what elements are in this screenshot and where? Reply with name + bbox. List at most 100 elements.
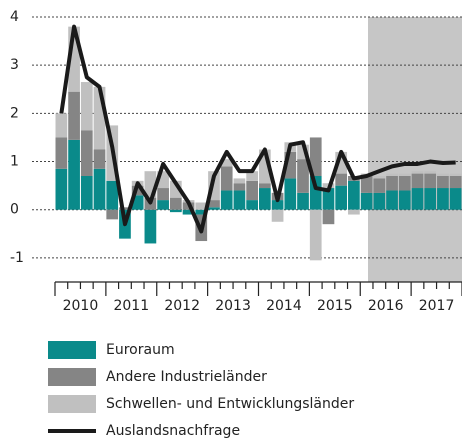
bar — [424, 173, 437, 189]
bar — [284, 151, 297, 179]
legend-swatch — [48, 341, 96, 359]
bar — [233, 190, 246, 210]
x-tick-label: 2011 — [113, 298, 149, 314]
bar — [157, 200, 169, 210]
bar — [360, 176, 373, 193]
bar — [144, 171, 157, 198]
bar — [284, 178, 297, 210]
bar — [373, 176, 386, 179]
bar — [335, 185, 348, 210]
x-tick-label: 2016 — [368, 298, 404, 314]
legend-swatch — [48, 368, 96, 386]
bar — [144, 209, 157, 244]
bar — [348, 180, 360, 210]
bar — [437, 176, 449, 189]
bar — [398, 173, 411, 176]
bar — [271, 209, 284, 222]
bar — [208, 207, 220, 210]
bar — [411, 171, 424, 174]
y-tick-label: 2 — [10, 105, 19, 121]
bar — [169, 197, 182, 210]
bar — [246, 200, 258, 210]
legend-label: Andere Industrieländer — [106, 369, 267, 385]
bar — [437, 173, 449, 176]
bar — [169, 209, 182, 213]
bar — [208, 171, 220, 201]
bar — [106, 180, 119, 210]
x-tick-label: 2017 — [419, 298, 455, 314]
bar — [259, 149, 271, 184]
bar — [259, 183, 271, 189]
bar — [360, 192, 373, 210]
bar — [106, 209, 119, 220]
y-tick-label: 3 — [10, 57, 19, 73]
bar — [131, 185, 144, 196]
x-tick-label: 2013 — [215, 298, 251, 314]
line — [59, 24, 456, 234]
bar — [55, 168, 68, 210]
bar — [233, 183, 246, 191]
bar — [386, 190, 398, 210]
x-tick-label: 2014 — [266, 298, 302, 314]
y-tick-label: 0 — [10, 202, 19, 218]
bar — [93, 86, 106, 150]
bar — [398, 176, 411, 191]
bar — [437, 188, 449, 210]
bar — [208, 200, 220, 208]
bar — [233, 178, 246, 184]
bar — [195, 202, 208, 210]
bar — [297, 144, 309, 160]
bar — [309, 209, 322, 261]
bar — [68, 139, 80, 210]
bar — [80, 82, 93, 131]
bar — [271, 200, 284, 210]
x-tick-label: 2012 — [164, 298, 200, 314]
bar — [259, 188, 271, 210]
bar — [195, 209, 208, 215]
bar — [119, 207, 131, 210]
bar — [335, 173, 348, 186]
bar — [309, 176, 322, 210]
bar — [386, 176, 398, 191]
bar — [297, 192, 309, 210]
bar — [449, 173, 462, 176]
bar — [411, 188, 424, 210]
bar — [93, 149, 106, 169]
bar — [80, 130, 93, 176]
bar — [424, 188, 437, 210]
bar — [411, 173, 424, 189]
bar — [449, 188, 462, 210]
bar — [386, 173, 398, 176]
legend-swatch — [48, 395, 96, 413]
bar — [246, 171, 258, 181]
legend-label: Auslandsnachfrage — [106, 423, 240, 439]
bar — [55, 137, 68, 169]
bar — [157, 188, 169, 201]
x-tick-label: 2010 — [63, 298, 99, 314]
bar — [449, 176, 462, 189]
bar — [68, 26, 80, 92]
bar — [80, 176, 93, 210]
bar — [169, 180, 182, 198]
bar — [398, 190, 411, 210]
bar — [220, 166, 233, 191]
bar — [309, 137, 322, 176]
bar — [348, 209, 360, 215]
bar — [55, 113, 68, 138]
bar — [246, 180, 258, 201]
bar — [131, 195, 144, 210]
bar — [157, 171, 169, 189]
x-tick-label: 2015 — [317, 298, 353, 314]
y-tick-label: 4 — [10, 9, 19, 25]
bar — [93, 168, 106, 210]
bar — [335, 151, 348, 174]
bar — [424, 171, 437, 174]
legend-label: Schwellen- und Entwicklungsländer — [106, 396, 354, 412]
bar — [373, 192, 386, 210]
legend-label: Euroraum — [106, 342, 175, 358]
bar — [220, 190, 233, 210]
bar — [373, 178, 386, 193]
bar — [68, 91, 80, 140]
bar — [182, 209, 195, 215]
